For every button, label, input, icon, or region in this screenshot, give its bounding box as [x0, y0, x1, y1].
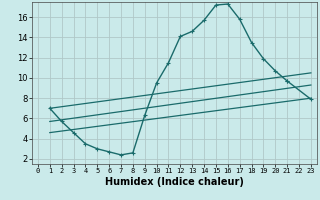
X-axis label: Humidex (Indice chaleur): Humidex (Indice chaleur)	[105, 177, 244, 187]
